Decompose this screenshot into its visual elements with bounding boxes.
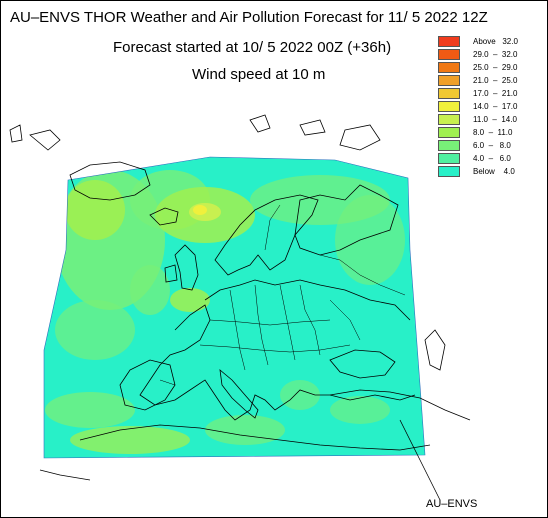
- forecast-start: Forecast started at 10/ 5 2022 00Z (+36h…: [113, 39, 392, 56]
- legend-swatch: [438, 49, 460, 60]
- legend-swatch: [438, 36, 460, 47]
- legend-entry: 6.0 – 8.0: [438, 140, 546, 151]
- country-borders: [159, 204, 406, 386]
- legend-swatch: [438, 153, 460, 164]
- legend-label: Below 4.0: [473, 167, 515, 176]
- legend-swatch: [438, 166, 460, 177]
- legend-label: 11.0 – 14.0: [473, 115, 517, 124]
- legend-label: 6.0 – 8.0: [473, 141, 511, 150]
- legend-label: 4.0 – 6.0: [473, 154, 511, 163]
- legend-swatch: [438, 75, 460, 86]
- wind-speed-map: [9, 114, 471, 501]
- legend-swatch: [438, 62, 460, 73]
- legend-swatch: [438, 114, 460, 125]
- legend-label: 29.0 – 32.0: [473, 50, 518, 59]
- legend-entry: 11.0 – 14.0: [438, 114, 546, 125]
- legend-entry: 25.0 – 29.0: [438, 62, 546, 73]
- legend-label: 25.0 – 29.0: [473, 63, 518, 72]
- legend-swatch: [438, 127, 460, 138]
- legend-swatch: [438, 101, 460, 112]
- legend-entry: Below 4.0: [438, 166, 546, 177]
- legend-entry: Above 32.0: [438, 36, 546, 47]
- variable-name: Wind speed at 10 m: [192, 66, 326, 83]
- legend-label: 14.0 – 17.0: [473, 102, 518, 111]
- legend-label: 21.0 – 25.0: [473, 76, 518, 85]
- wind-field: [44, 157, 425, 458]
- legend-label: 8.0 – 11.0: [473, 128, 513, 137]
- legend-entry: 29.0 – 32.0: [438, 49, 546, 60]
- legend-swatch: [438, 88, 460, 99]
- legend-entry: 4.0 – 6.0: [438, 153, 546, 164]
- legend-label: 17.0 – 21.0: [473, 89, 518, 98]
- legend-entry: 14.0 – 17.0: [438, 101, 546, 112]
- domain-outline: [43, 156, 426, 459]
- coastlines: [9, 114, 471, 501]
- legend-swatch: [438, 140, 460, 151]
- legend-entry: 17.0 – 21.0: [438, 88, 546, 99]
- brand-label: AU–ENVS: [426, 498, 478, 510]
- legend-label: Above 32.0: [473, 37, 518, 46]
- legend-entry: 8.0 – 11.0: [438, 127, 546, 138]
- legend-entry: 21.0 – 25.0: [438, 75, 546, 86]
- forecast-title: AU–ENVS THOR Weather and Air Pollution F…: [10, 9, 488, 26]
